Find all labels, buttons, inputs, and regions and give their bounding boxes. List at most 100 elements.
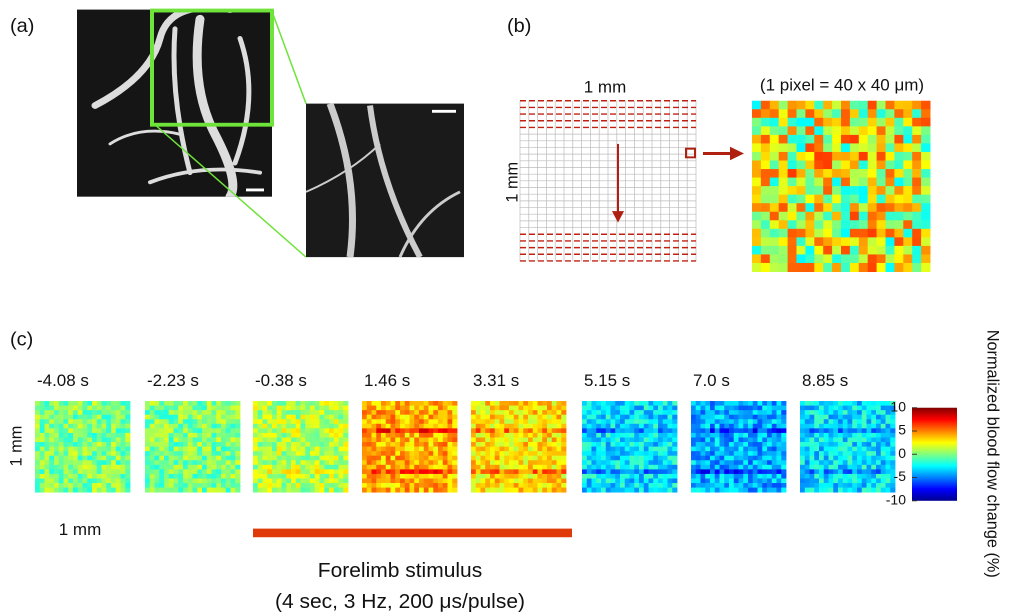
pixel [814,237,823,246]
pixel [634,483,639,488]
pixel [381,442,386,447]
pixel [485,483,490,488]
pixel [68,410,73,415]
pixel [734,488,739,493]
pixel [509,410,514,415]
pixel [859,109,868,118]
pixel [87,433,92,438]
pixel [485,410,490,415]
pixel [286,483,291,488]
pixel [814,135,823,144]
pixel [272,465,277,470]
pixel [658,410,663,415]
pixel [823,186,832,195]
pixel [838,424,843,429]
pixel [197,474,202,479]
pixel [587,460,592,465]
pixel [552,456,557,461]
pixel [221,437,226,442]
pixel [414,465,419,470]
pixel [552,428,557,433]
pixel [500,433,505,438]
pixel [748,442,753,447]
pixel [329,424,334,429]
pixel [125,428,130,433]
pixel [471,451,476,456]
pixel [145,447,150,452]
pixel [202,456,207,461]
pixel [724,451,729,456]
pixel [183,410,188,415]
pixel [272,415,277,420]
pixel [819,460,824,465]
pixel [841,161,850,170]
pixel [155,410,160,415]
pixel [596,451,601,456]
pixel [68,483,73,488]
pixel [221,410,226,415]
pixel [582,442,587,447]
pixel [841,152,850,161]
pixel [528,447,533,452]
pixel [183,415,188,420]
pixel [258,474,263,479]
pixel [762,460,767,465]
pixel [424,424,429,429]
pixel [611,410,616,415]
pixel [810,437,815,442]
pixel [202,401,207,406]
pixel [779,246,788,255]
pixel [329,447,334,452]
pixel [810,483,815,488]
pixel [912,203,921,212]
pixel [231,488,236,493]
pixel [867,437,872,442]
pixel [634,488,639,493]
pixel [596,406,601,411]
pixel [433,447,438,452]
pixel [587,433,592,438]
pixel [843,478,848,483]
pixel [810,488,815,493]
pixel [509,460,514,465]
pixel [797,135,806,144]
pixel [668,419,673,424]
pixel [277,415,282,420]
pixel [410,483,415,488]
pixel [871,437,876,442]
pixel [696,433,701,438]
pixel [653,488,658,493]
pixel [443,478,448,483]
pixel [49,483,54,488]
pixel [45,437,50,442]
pixel [824,437,829,442]
pixel [419,456,424,461]
pixel [178,460,183,465]
pixel [87,465,92,470]
pixel [286,433,291,438]
pixel [752,135,761,144]
pixel [523,433,528,438]
pixel [800,488,805,493]
pixel [395,401,400,406]
pixel [852,478,857,483]
pixel [620,474,625,479]
pixel [850,220,859,229]
pixel [476,433,481,438]
pixel [476,401,481,406]
pixel [611,488,616,493]
pixel [720,465,725,470]
pixel [504,406,509,411]
pixel [324,442,329,447]
pixel [35,456,40,461]
pixel [448,424,453,429]
pixel [833,437,838,442]
pixel [843,433,848,438]
pixel [197,424,202,429]
pixel [649,478,654,483]
pixel [197,437,202,442]
pixel [78,437,83,442]
pixel [258,401,263,406]
pixel [339,465,344,470]
pixel [833,456,838,461]
